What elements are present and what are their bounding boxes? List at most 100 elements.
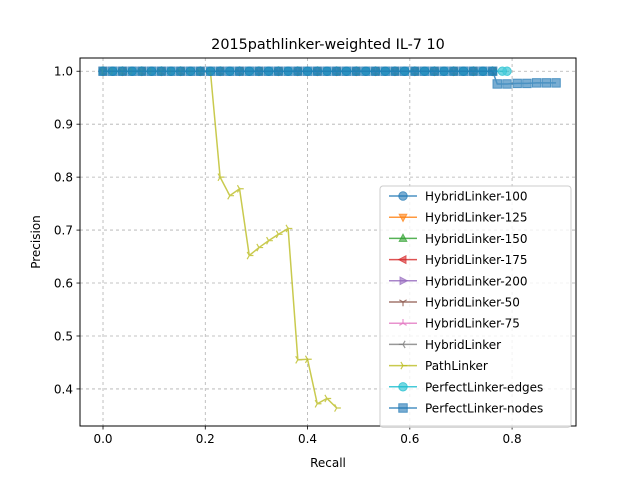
x-tick-label: 0.0 <box>93 432 112 446</box>
y-tick-label: 0.7 <box>54 224 73 238</box>
legend-label: HybridLinker-175 <box>425 253 528 267</box>
legend-label: HybridLinker-125 <box>425 211 528 225</box>
data-point <box>312 66 322 76</box>
data-point <box>341 66 352 76</box>
data-point <box>217 173 225 182</box>
data-point <box>205 66 216 76</box>
chart-title: 2015pathlinker-weighted IL-7 10 <box>211 37 445 53</box>
legend-marker <box>398 213 408 223</box>
legend-label: PerfectLinker-edges <box>425 380 543 394</box>
data-point <box>256 243 264 252</box>
data-point <box>531 78 542 88</box>
data-point <box>275 230 283 239</box>
data-point <box>429 66 440 76</box>
data-point <box>322 66 332 76</box>
data-point <box>304 355 312 364</box>
data-point <box>117 66 128 76</box>
data-point <box>324 394 332 403</box>
y-tick-label: 0.9 <box>54 118 73 132</box>
x-tick-label: 0.6 <box>400 432 419 446</box>
data-point <box>370 66 381 76</box>
legend: HybridLinker-100 HybridLinker-125 HybridLi… <box>379 185 572 428</box>
data-point <box>541 78 552 88</box>
data-point <box>502 79 512 89</box>
data-point <box>502 66 512 76</box>
legend-label: PathLinker <box>425 359 488 373</box>
legend-box <box>379 185 572 428</box>
legend-item: PathLinker <box>389 359 488 373</box>
data-point <box>361 66 371 76</box>
legend-label: HybridLinker-100 <box>425 190 528 204</box>
legend-marker <box>398 233 408 242</box>
legend-item: HybridLinker-175 <box>389 253 528 267</box>
data-point <box>314 399 322 408</box>
data-point <box>127 66 137 76</box>
data-point <box>254 66 264 76</box>
data-point <box>492 79 502 89</box>
data-point <box>293 66 303 76</box>
legend-label: HybridLinker-200 <box>425 274 528 288</box>
data-point <box>137 66 147 76</box>
data-point <box>195 66 205 76</box>
data-point <box>108 66 118 76</box>
data-point <box>185 66 196 76</box>
legend-marker <box>398 403 408 413</box>
legend-marker <box>399 319 407 326</box>
data-point <box>156 66 167 76</box>
legend-item: HybridLinker-200 <box>389 274 528 288</box>
data-point <box>439 66 449 76</box>
plot-frame <box>79 57 577 427</box>
data-point <box>283 66 293 76</box>
data-point <box>285 224 293 233</box>
y-tick-label: 0.4 <box>54 382 73 396</box>
data-point <box>351 66 361 76</box>
y-tick-label: 0.5 <box>54 329 73 343</box>
data-point <box>410 66 420 76</box>
legend-label: HybridLinker-75 <box>425 317 520 331</box>
legend-label: HybridLinker-150 <box>425 232 528 246</box>
data-point <box>334 404 341 412</box>
legend-marker <box>397 254 407 265</box>
legend-marker <box>398 382 408 392</box>
data-point <box>390 66 400 76</box>
legend-marker <box>398 191 408 201</box>
data-point <box>478 66 488 76</box>
x-tick-label: 0.2 <box>196 432 215 446</box>
y-tick-label: 1.0 <box>54 65 73 79</box>
data-point <box>295 355 303 364</box>
data-point <box>244 66 254 76</box>
legend-item: HybridLinker-50 <box>389 296 520 310</box>
legend-item: HybridLinker-100 <box>389 190 528 204</box>
data-point <box>522 78 532 89</box>
legend-label: PerfectLinker-nodes <box>425 402 543 416</box>
data-point <box>512 78 522 89</box>
data-point <box>176 66 186 76</box>
legend-item: HybridLinker-150 <box>389 232 528 246</box>
data-point <box>215 66 225 76</box>
data-point <box>166 66 176 76</box>
data-point <box>458 66 469 76</box>
series-layer <box>97 65 561 412</box>
data-point <box>551 78 561 88</box>
series-perfectlinker-nodes <box>98 66 561 89</box>
x-tick-label: 0.8 <box>503 432 522 446</box>
data-point <box>146 66 157 76</box>
data-point <box>98 66 108 76</box>
data-point <box>225 66 235 76</box>
data-point <box>487 66 498 76</box>
data-point <box>234 66 245 76</box>
data-point <box>273 66 284 76</box>
legend-item: HybridLinker-75 <box>389 317 520 331</box>
legend-item: PerfectLinker-nodes <box>389 402 543 416</box>
legend-item: HybridLinker <box>389 338 501 352</box>
data-point <box>236 184 244 193</box>
legend-marker <box>400 361 408 370</box>
data-point <box>400 66 410 76</box>
x-tick-label: 0.4 <box>298 432 317 446</box>
data-point <box>266 236 273 245</box>
data-point <box>380 66 390 76</box>
legend-marker <box>398 340 406 349</box>
data-point <box>419 66 430 76</box>
data-point <box>263 66 274 76</box>
